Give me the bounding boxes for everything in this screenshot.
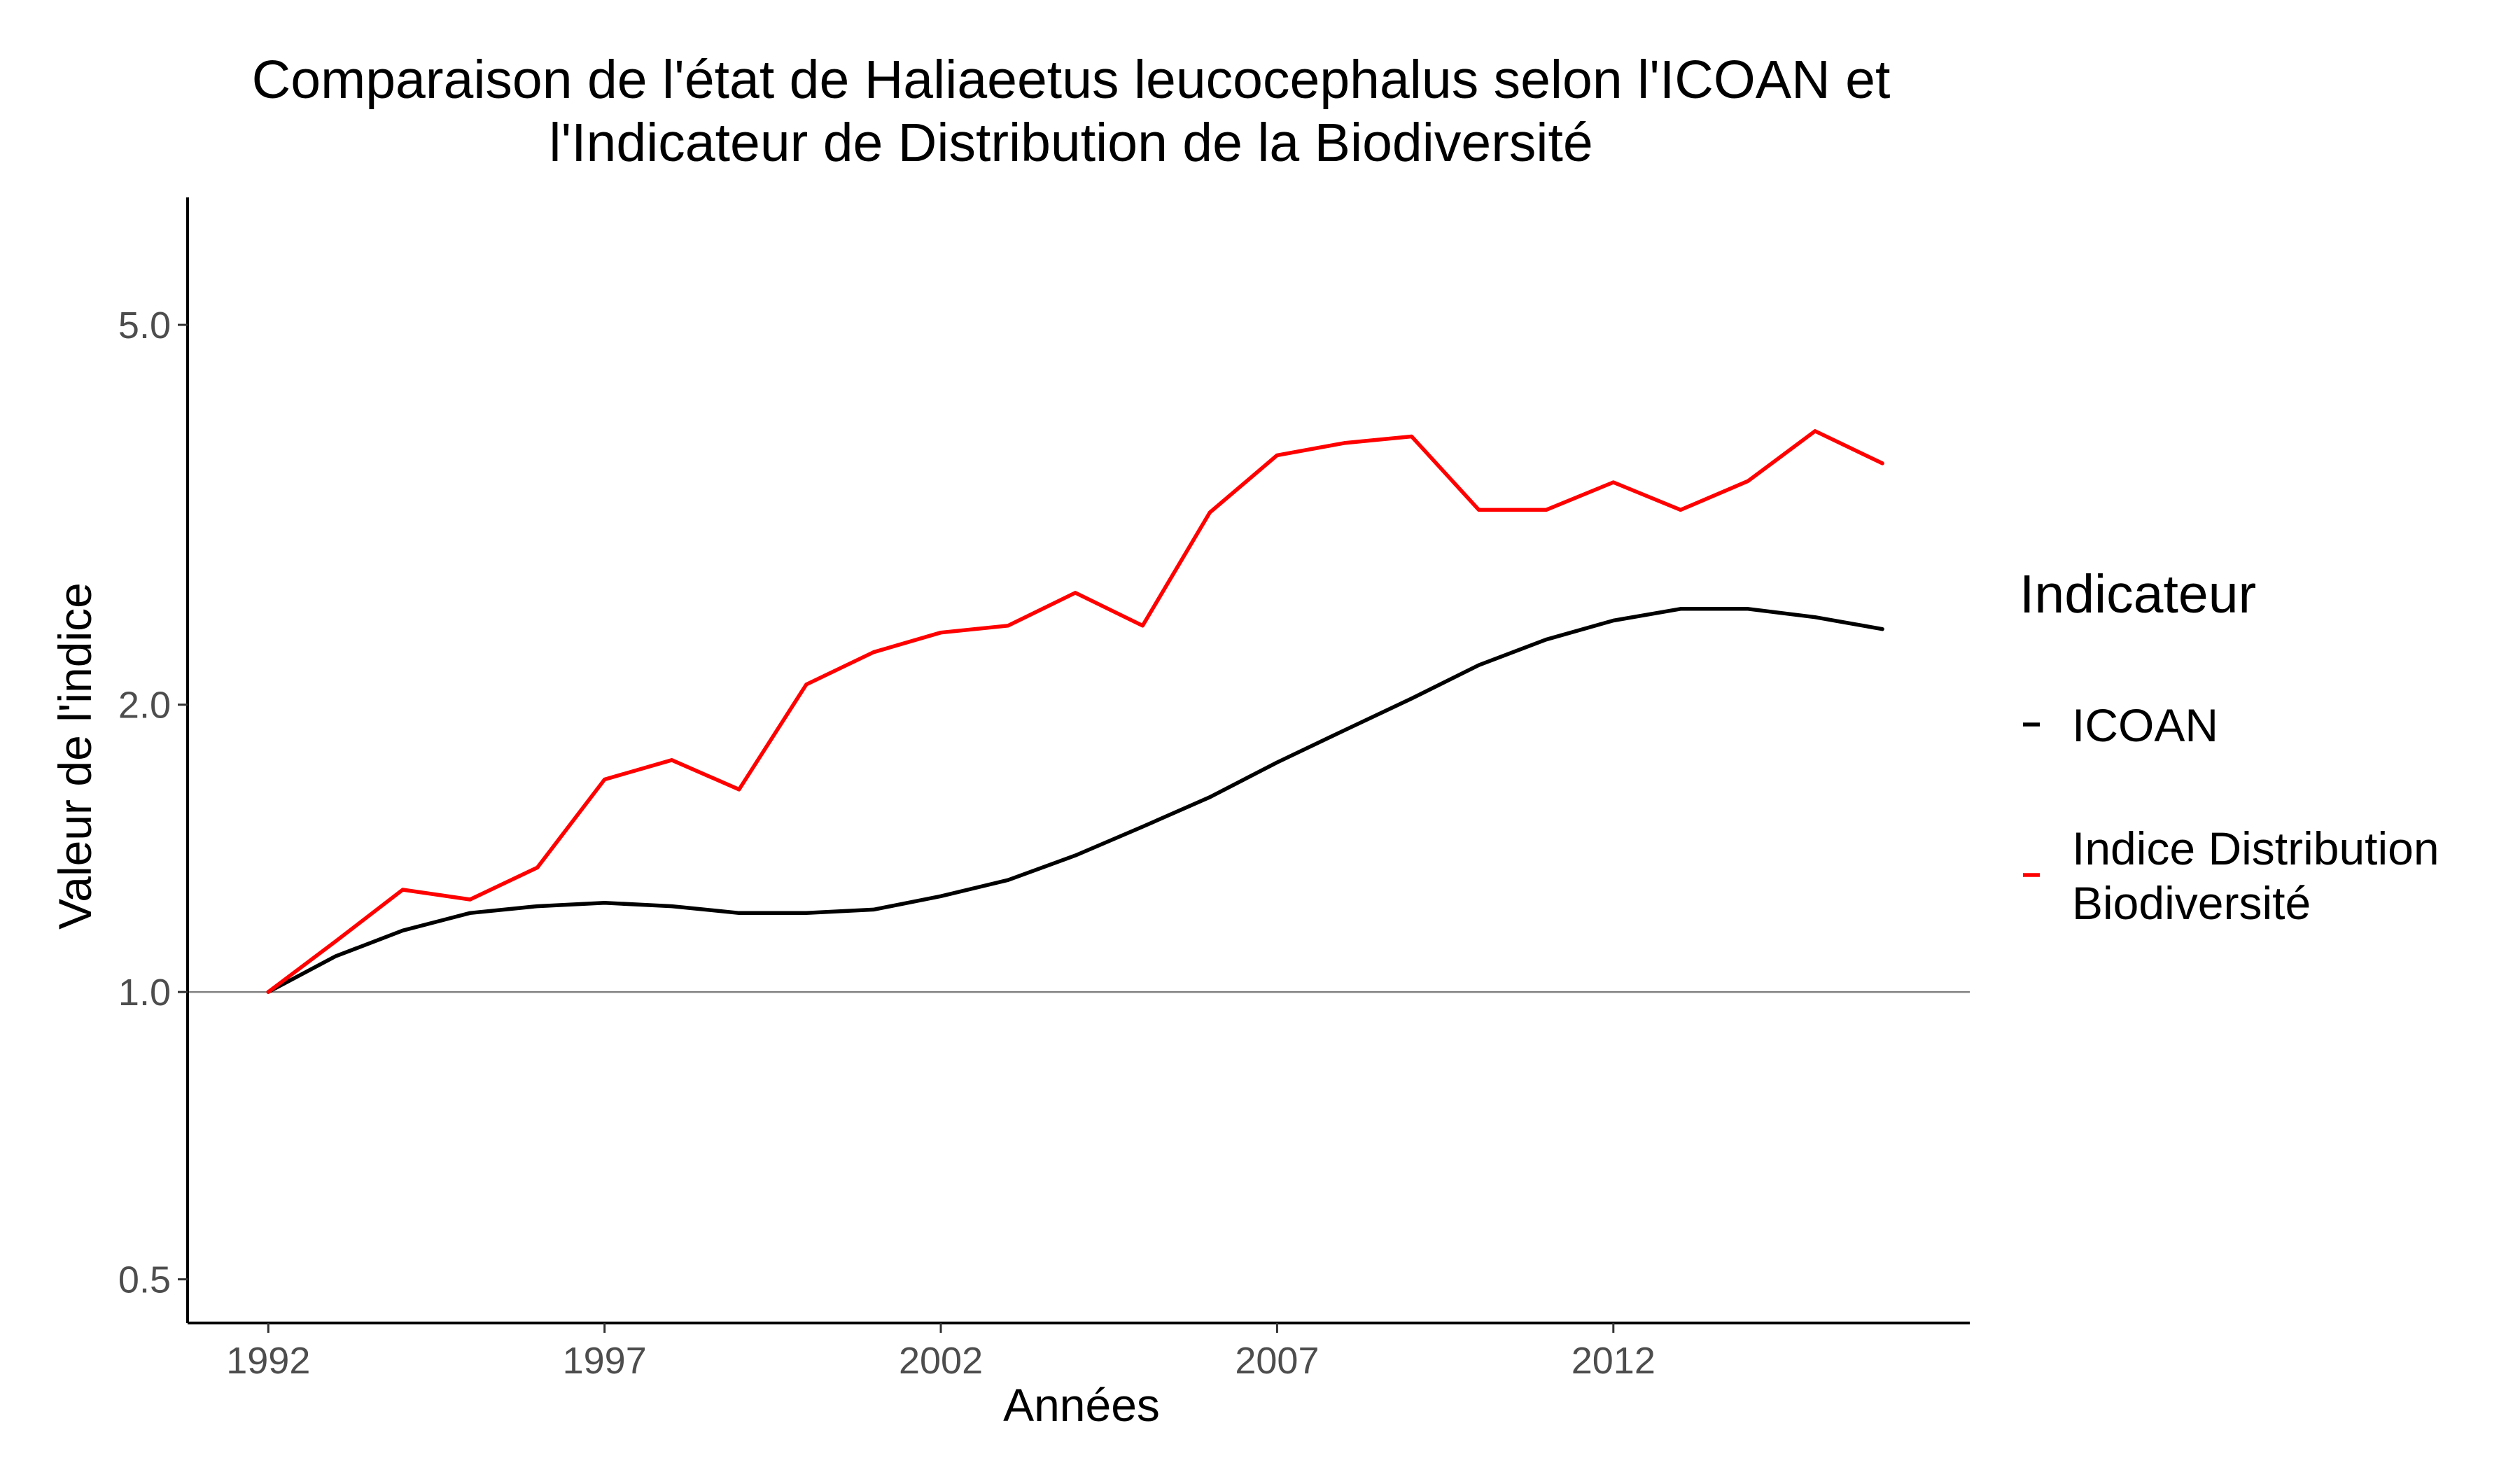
y-tick-label: 2.0 (118, 685, 171, 727)
legend-label-1: ICOAN (2072, 699, 2218, 751)
y-tick-label: 0.5 (118, 1259, 171, 1301)
x-axis-title: Années (1003, 1379, 1160, 1431)
y-axis-ticks: 0.5 1.0 2.0 5.0 (118, 304, 188, 1301)
y-tick-label: 5.0 (118, 304, 171, 346)
chart-title-line-2: l'Indicateur de Distribution de la Biodi… (549, 113, 1592, 173)
x-tick-label: 1992 (226, 1340, 310, 1382)
legend-title: Indicateur (2019, 564, 2256, 624)
x-tick-label: 2012 (1572, 1340, 1656, 1382)
y-axis-title: Valeur de l'indice (49, 582, 101, 930)
x-tick-label: 1997 (563, 1340, 647, 1382)
plot-area (188, 429, 1970, 994)
series-line-2 (266, 429, 1884, 994)
x-axis-ticks: 1992 1997 2002 2007 2012 (226, 1323, 1656, 1382)
legend-label-2: Indice Distribution Biodiversité (2072, 822, 2440, 929)
chart-title-line-1: Comparaison de l'état de Haliaeetus leuc… (252, 50, 1891, 110)
legend: Indicateur ICOAN Indice Distribution Biodi… (2019, 564, 2440, 929)
x-tick-label: 2002 (899, 1340, 983, 1382)
y-tick-label: 1.0 (118, 972, 171, 1014)
x-tick-label: 2007 (1235, 1340, 1319, 1382)
series-line-1 (266, 607, 1884, 994)
